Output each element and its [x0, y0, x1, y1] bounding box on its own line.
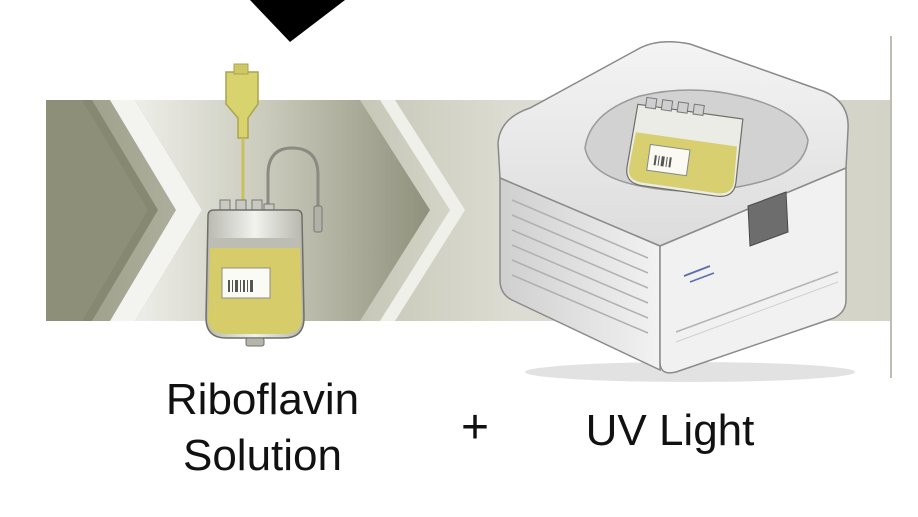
label-line-1: Riboflavin	[165, 375, 360, 424]
riboflavin-bag-illustration	[205, 63, 323, 347]
plus-operator: +	[460, 401, 490, 454]
uv-light-label: UV Light	[585, 406, 755, 455]
uv-illumination-device	[497, 41, 855, 382]
riboflavin-solution-label: Riboflavin Solution	[130, 372, 395, 484]
label-line-2: Solution	[182, 431, 342, 480]
down-arrow-shape	[250, 0, 345, 42]
